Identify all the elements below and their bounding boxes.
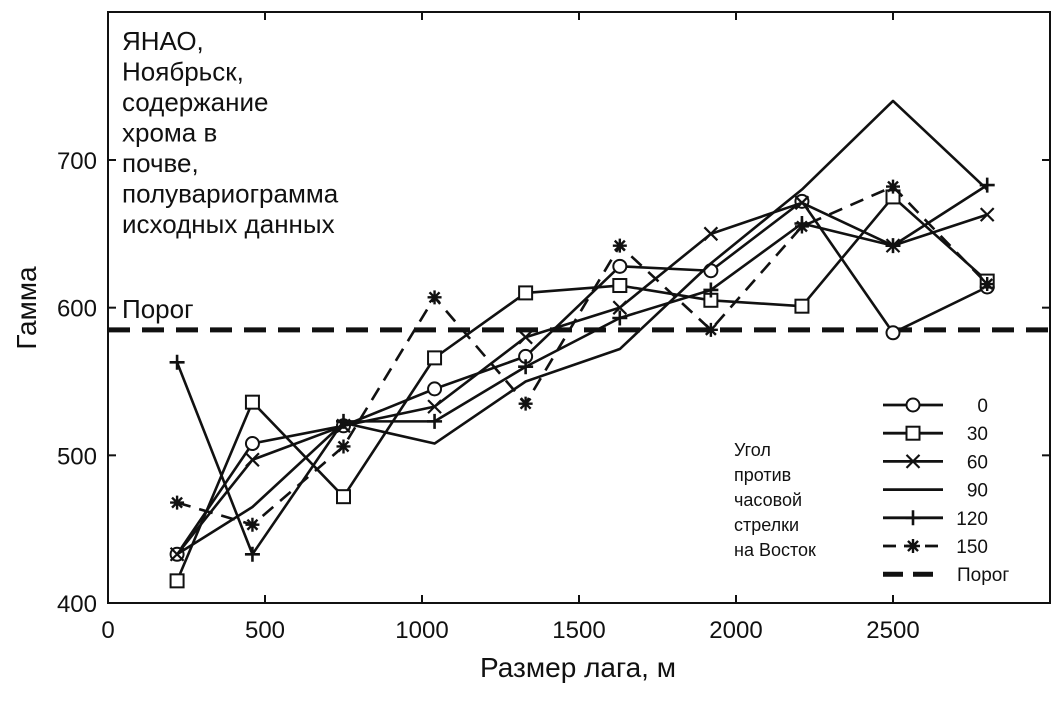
- point-120-4: [518, 359, 534, 375]
- title-line: содержание: [122, 87, 268, 117]
- point-60-3: [427, 399, 442, 414]
- x-tick-label: 1000: [395, 617, 448, 644]
- series-line-0: [176, 200, 988, 556]
- series-line-150: [176, 185, 989, 527]
- y-tick-label: 700: [57, 148, 97, 175]
- point-30-4: [518, 285, 534, 301]
- legend-entry-90: 90: [883, 481, 988, 502]
- legend-title-line: часовой: [734, 490, 802, 510]
- point-120-9: [979, 177, 995, 193]
- title-line: Ноябрьск,: [122, 57, 244, 87]
- title-line: ЯНАО,: [122, 26, 204, 56]
- title-line: исходных данных: [122, 209, 335, 239]
- legend-entry-Порог: Порог: [883, 565, 1009, 586]
- legend-marker: [906, 539, 920, 553]
- point-120-1: [244, 546, 260, 562]
- legend-label: 30: [967, 424, 988, 445]
- y-tick-label: 400: [57, 591, 97, 618]
- series-150: [170, 179, 995, 532]
- title-line: полувариограмма: [122, 179, 339, 209]
- point-150-1: [245, 517, 260, 532]
- legend-title-line: стрелки: [734, 515, 799, 535]
- point-30-1: [244, 394, 260, 410]
- x-tick-label: 2500: [866, 617, 919, 644]
- point-120-2: [336, 413, 351, 429]
- point-0-1: [244, 436, 260, 452]
- point-150-4: [518, 396, 533, 411]
- point-30-5: [612, 278, 628, 294]
- point-30-3: [427, 350, 443, 366]
- point-150-0: [170, 495, 185, 510]
- point-150-8: [886, 179, 900, 194]
- point-120-6: [703, 282, 719, 298]
- legend-label: 150: [956, 537, 988, 558]
- point-60-5: [612, 300, 628, 315]
- x-tick-label: 1500: [552, 617, 605, 644]
- point-60-1: [245, 452, 260, 468]
- legend-title-line: на Восток: [734, 540, 816, 560]
- point-60-7: [794, 195, 810, 211]
- legend-marker: [905, 425, 921, 441]
- y-axis-label: Гамма: [11, 266, 42, 350]
- point-30-7: [794, 298, 810, 314]
- legend-entry-120: 120: [883, 509, 988, 530]
- x-tick-label: 0: [101, 617, 114, 644]
- point-60-6: [703, 226, 719, 242]
- point-30-2: [336, 489, 351, 505]
- legend-title-line: против: [734, 465, 791, 485]
- point-120-5: [612, 310, 628, 326]
- x-tick-label: 500: [245, 617, 285, 644]
- point-150-2: [336, 439, 351, 454]
- legend-label: 120: [956, 509, 988, 530]
- legend-label: 90: [967, 481, 988, 502]
- x-axis-label: Размер лага, м: [480, 652, 676, 683]
- title-line: хрома в: [122, 118, 217, 148]
- point-60-9: [979, 207, 995, 222]
- legend-label: Порог: [957, 565, 1009, 586]
- legend-marker: [905, 454, 921, 469]
- legend-title-line: Угол: [734, 440, 771, 460]
- point-150-7: [794, 219, 809, 234]
- legend-marker: [905, 397, 921, 413]
- legend-title: Угол против часовой стрелки на Восток: [734, 440, 816, 560]
- point-60-4: [518, 329, 533, 345]
- point-120-8: [885, 238, 901, 254]
- x-tick-label: 2000: [709, 617, 762, 644]
- series-line-120: [175, 184, 988, 556]
- legend-label: 60: [967, 452, 988, 473]
- legend-entry-30: 30: [883, 424, 988, 445]
- point-0-3: [427, 381, 443, 397]
- point-0-8: [885, 325, 901, 341]
- threshold-label: Порог: [122, 294, 194, 324]
- point-0-5: [612, 258, 628, 274]
- series-line-30: [175, 195, 989, 582]
- legend-marker: [905, 510, 921, 526]
- point-120-0: [169, 354, 185, 370]
- title-line: почве,: [122, 148, 199, 178]
- point-150-3: [427, 290, 442, 305]
- series-90: [176, 99, 989, 556]
- legend-label: 0: [977, 396, 988, 417]
- legend: 0 30 60 90 120 150 Порог: [883, 396, 1009, 586]
- series-30: [169, 189, 995, 589]
- legend-entry-60: 60: [883, 452, 988, 473]
- point-150-5: [612, 238, 627, 253]
- legend-entry-150: 150: [883, 537, 988, 558]
- point-120-3: [427, 413, 443, 429]
- point-150-9: [980, 277, 995, 292]
- y-tick-label: 600: [57, 296, 97, 323]
- y-tick-label: 500: [57, 443, 97, 470]
- point-30-0: [169, 573, 185, 589]
- legend-entry-0: 0: [883, 396, 988, 417]
- series-layer: [169, 99, 995, 589]
- series-line-90: [176, 99, 989, 556]
- point-150-6: [703, 322, 718, 337]
